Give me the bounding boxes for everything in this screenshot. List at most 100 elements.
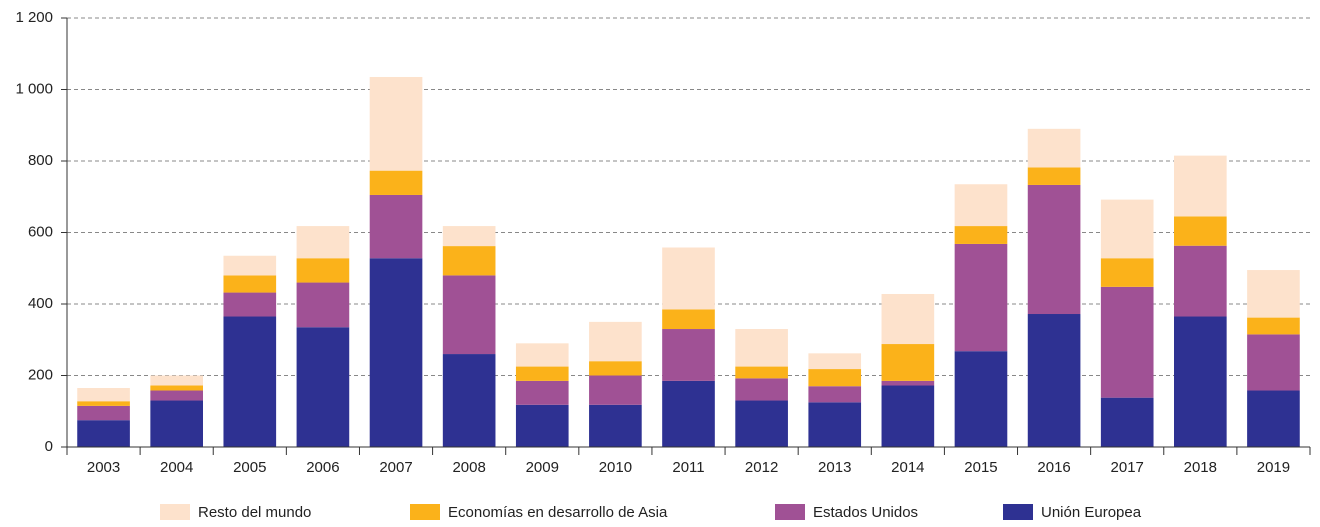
x-tick-label: 2019 — [1257, 459, 1290, 476]
bar-segment — [1027, 128, 1081, 168]
bar-segment — [369, 258, 423, 447]
bar-segment — [1027, 167, 1081, 185]
bar-segment — [223, 292, 277, 317]
bar-segment — [735, 378, 788, 401]
bar-segment — [954, 226, 1008, 244]
y-tick-label: 0 — [45, 438, 53, 455]
bar-segment — [369, 170, 423, 195]
bar-segment — [442, 226, 496, 247]
bar-segment — [150, 400, 203, 447]
bar-segment — [954, 184, 1008, 227]
y-tick-label: 600 — [28, 223, 53, 240]
legend-label: Estados Unidos — [813, 504, 918, 521]
bar-segment — [662, 247, 715, 310]
bar-segment — [515, 404, 569, 447]
bar-segment — [662, 329, 715, 381]
bar-segment — [735, 366, 788, 379]
x-tick-label: 2012 — [745, 459, 778, 476]
bar-segment — [1174, 316, 1227, 447]
legend-label: Unión Europea — [1041, 504, 1142, 521]
bar-segment — [589, 375, 642, 405]
x-tick-label: 2008 — [452, 459, 485, 476]
bar-segment — [881, 344, 935, 381]
bar-segment — [808, 353, 862, 370]
bar-segment — [589, 361, 642, 376]
x-tick-label: 2004 — [160, 459, 193, 476]
bar-segment — [881, 380, 935, 386]
bar-segment — [515, 343, 569, 367]
legend-swatch — [775, 504, 805, 520]
bar-segment — [515, 366, 569, 381]
bar-segment — [1247, 270, 1300, 318]
bar-segment — [296, 258, 350, 283]
bar-segment — [735, 400, 788, 447]
y-tick-label: 1 000 — [15, 80, 53, 97]
y-tick-label: 400 — [28, 295, 53, 312]
bar-segment — [1100, 397, 1154, 447]
y-tick-label: 200 — [28, 366, 53, 383]
bar-segment — [442, 354, 496, 447]
bar-segment — [77, 405, 130, 421]
bar-segment — [369, 194, 423, 259]
x-tick-label: 2015 — [964, 459, 997, 476]
bar-segment — [1174, 155, 1227, 217]
bar-segment — [1100, 199, 1154, 259]
x-tick-label: 2011 — [672, 459, 704, 476]
bar-segment — [808, 402, 862, 447]
bar-segment — [1100, 258, 1154, 287]
bar-segment — [735, 329, 788, 367]
bar-segment — [1174, 245, 1227, 317]
bar-segment — [662, 380, 715, 447]
bar-segment — [150, 385, 203, 391]
bar-segment — [223, 255, 277, 276]
bar-segment — [77, 420, 130, 447]
bar-segment — [223, 275, 277, 293]
bar-segment — [1027, 184, 1081, 315]
bar-segment — [1100, 286, 1154, 398]
bar-segment — [662, 309, 715, 330]
legend-swatch — [160, 504, 190, 520]
bar-segment — [589, 321, 642, 362]
bar-segment — [589, 404, 642, 447]
bar-segment — [296, 226, 350, 259]
bar-segment — [77, 388, 130, 402]
bar-segment — [808, 369, 862, 387]
x-tick-label: 2005 — [233, 459, 266, 476]
bar-segment — [150, 375, 203, 386]
bar-segment — [150, 390, 203, 401]
bar-segment — [808, 386, 862, 403]
x-tick-label: 2018 — [1184, 459, 1217, 476]
bar-segment — [296, 282, 350, 328]
bar-segment — [1027, 314, 1081, 447]
bar-segment — [442, 246, 496, 276]
bar-segment — [296, 327, 350, 447]
legend-swatch — [410, 504, 440, 520]
bar-segment — [1247, 334, 1300, 391]
bar-segment — [954, 243, 1008, 352]
bar-segment — [881, 293, 935, 345]
bar-segment — [369, 76, 423, 171]
x-tick-label: 2014 — [891, 459, 924, 476]
bar-segment — [881, 385, 935, 447]
bar-segment — [442, 275, 496, 355]
legend-swatch — [1003, 504, 1033, 520]
bar-segment — [77, 401, 130, 406]
x-tick-label: 2003 — [87, 459, 120, 476]
x-tick-label: 2016 — [1037, 459, 1070, 476]
bar-segment — [223, 316, 277, 447]
x-tick-label: 2013 — [818, 459, 851, 476]
x-tick-label: 2006 — [306, 459, 339, 476]
bar-segment — [1247, 317, 1300, 335]
legend-label: Resto del mundo — [198, 504, 311, 521]
legend-label: Economías en desarrollo de Asia — [448, 504, 668, 521]
x-tick-label: 2017 — [1111, 459, 1144, 476]
y-tick-label: 800 — [28, 152, 53, 169]
bar-segment — [954, 351, 1008, 447]
x-tick-label: 2009 — [526, 459, 559, 476]
bar-segment — [1247, 390, 1300, 447]
x-tick-label: 2007 — [379, 459, 412, 476]
bar-segment — [1174, 216, 1227, 246]
y-tick-label: 1 200 — [15, 9, 53, 26]
x-tick-label: 2010 — [599, 459, 632, 476]
